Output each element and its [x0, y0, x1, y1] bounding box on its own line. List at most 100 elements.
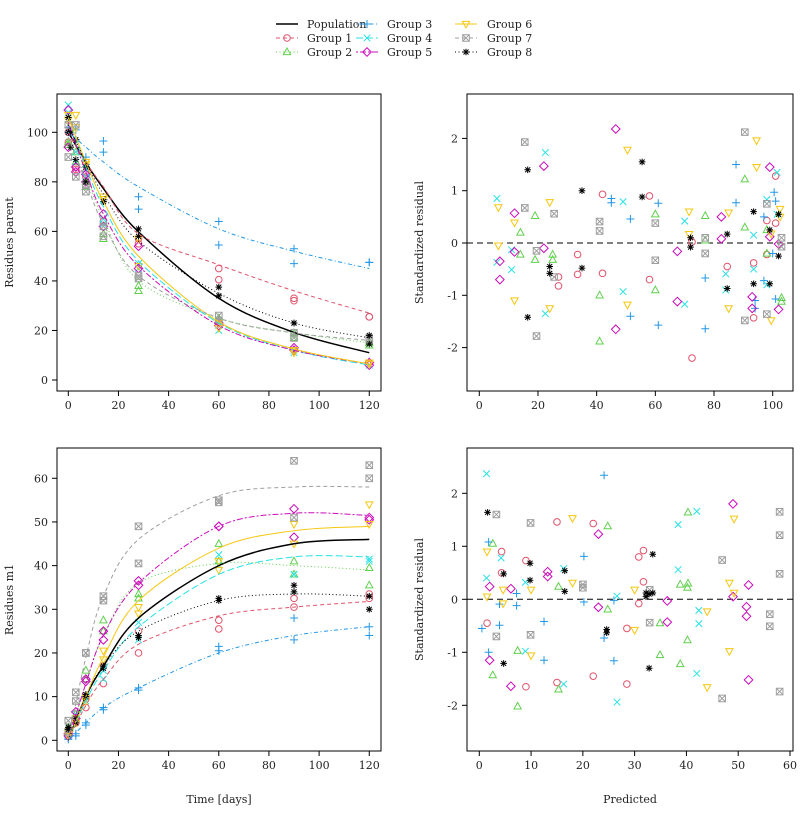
residual-point-group-4	[681, 300, 689, 308]
data-point-group-8	[365, 605, 373, 613]
x-axis-label: Time [days]	[186, 793, 251, 806]
fit-curve-group-1	[67, 600, 370, 741]
plot-area	[63, 101, 375, 371]
residual-point-group-2	[740, 174, 750, 183]
residual-point-group-5	[716, 233, 727, 244]
y-axis-label: Standardized residual	[413, 538, 426, 661]
residual-point-group-2	[488, 670, 498, 679]
data-point-group-7	[365, 461, 374, 469]
data-point-group-8	[365, 332, 373, 339]
residual-point-group-4	[674, 565, 682, 574]
data-point-group-2	[134, 285, 143, 294]
residual-point-group-4	[482, 470, 491, 478]
residual-point-group-8	[500, 660, 507, 667]
y-tick-label: 20	[34, 324, 48, 337]
residual-point-group-4	[541, 148, 549, 157]
residual-point-group-3	[771, 197, 780, 206]
residual-point-group-3	[626, 214, 635, 223]
legend-label: Group 5	[387, 46, 432, 59]
residual-point-group-7	[763, 199, 771, 208]
residual-point-group-6	[622, 146, 632, 155]
residual-point-group-8	[526, 559, 534, 567]
data-point-group-6	[214, 566, 224, 575]
residual-point-group-1	[634, 599, 643, 608]
data-point-group-3	[214, 241, 223, 249]
data-point-group-8	[100, 664, 107, 672]
plot-frame	[466, 93, 794, 392]
residual-point-group-1	[639, 546, 648, 555]
residual-point-group-6	[702, 608, 712, 617]
legend-label: Group 4	[387, 32, 432, 45]
residual-point-group-3	[607, 198, 616, 207]
residual-point-group-1	[688, 354, 696, 362]
plot-m1-fit: 0 20 40 60 80 100 120 0 10 20 30 40 50 60 Residues m1 T…	[3, 447, 382, 806]
data-point-group-8	[290, 319, 298, 327]
legend-label: Group 2	[307, 46, 352, 59]
residual-point-group-1	[723, 262, 732, 271]
residual-point-group-7	[532, 332, 541, 340]
residual-point-group-2	[530, 210, 540, 219]
fit-curve-group-8	[67, 593, 370, 741]
residual-point-group-1	[749, 259, 758, 267]
residual-point-group-6	[510, 219, 519, 228]
x-tick-label: 60	[212, 399, 226, 412]
residual-point-group-1	[573, 250, 582, 259]
residual-point-group-4	[613, 592, 621, 600]
residual-point-group-7	[595, 217, 604, 226]
residual-point-group-5	[610, 324, 621, 335]
data-point-group-7	[134, 274, 143, 283]
data-point-group-3	[365, 631, 374, 640]
residual-point-group-2	[513, 701, 523, 710]
residual-point-group-7	[775, 531, 784, 539]
residual-point-group-5	[672, 246, 683, 257]
legend-item: Group 3	[356, 18, 432, 31]
residual-point-group-6	[568, 515, 577, 524]
data-point-group-5	[213, 521, 224, 532]
residual-point-group-4	[497, 554, 505, 562]
y-tick-label: -2	[447, 699, 458, 712]
data-point-group-6	[71, 111, 81, 120]
residual-point-group-2	[675, 658, 685, 668]
data-point-group-1	[290, 296, 298, 305]
residual-point-group-5	[593, 602, 604, 613]
data-point-group-7	[290, 513, 298, 522]
legend-label: Population	[307, 18, 366, 31]
data-point-group-7	[64, 153, 73, 161]
legend-label: Group 6	[487, 18, 532, 31]
residual-point-group-4	[681, 217, 689, 225]
residual-point-group-1	[598, 190, 607, 199]
residual-point-group-3	[540, 617, 548, 626]
x-tick-label: 80	[262, 399, 276, 412]
residual-point-group-7	[520, 138, 529, 146]
residual-point-group-6	[729, 589, 739, 598]
data-point-group-6	[364, 520, 374, 530]
fit-curve-population	[67, 538, 370, 741]
y-tick-label: 50	[34, 516, 48, 529]
residual-point-group-1	[771, 219, 780, 227]
residual-point-group-7	[718, 556, 726, 564]
plot-area	[63, 457, 375, 744]
residual-point-group-7	[550, 273, 558, 281]
residual-point-group-8	[775, 252, 782, 260]
y-tick-label: 1	[451, 185, 458, 198]
residual-point-group-7	[775, 687, 784, 696]
data-point-group-5	[364, 514, 375, 525]
residual-point-group-8	[766, 226, 774, 234]
data-point-group-6	[364, 360, 374, 369]
x-tick-label: 100	[309, 759, 330, 772]
residual-point-group-3	[579, 552, 588, 561]
plot-m1-residuals: 0 10 20 30 40 50 60 -2 -1 0 1 2 Standardized residua…	[413, 447, 797, 806]
residual-point-group-6	[493, 242, 503, 251]
plot-parent-fit: 0 20 40 60 80 100 120 0 20 40 60 80 100 Residues pare…	[3, 93, 382, 412]
data-point-group-7	[365, 474, 374, 483]
residual-point-group-7	[645, 618, 654, 627]
data-point-group-7	[99, 232, 108, 241]
residual-point-group-3	[759, 212, 768, 221]
residual-point-group-6	[724, 579, 734, 588]
data-point-group-1	[214, 616, 223, 625]
residual-point-group-8	[642, 593, 650, 600]
residual-point-group-5	[593, 529, 604, 540]
data-point-group-7	[290, 457, 298, 465]
residual-point-group-7	[765, 622, 774, 631]
data-point-group-2	[134, 280, 143, 290]
